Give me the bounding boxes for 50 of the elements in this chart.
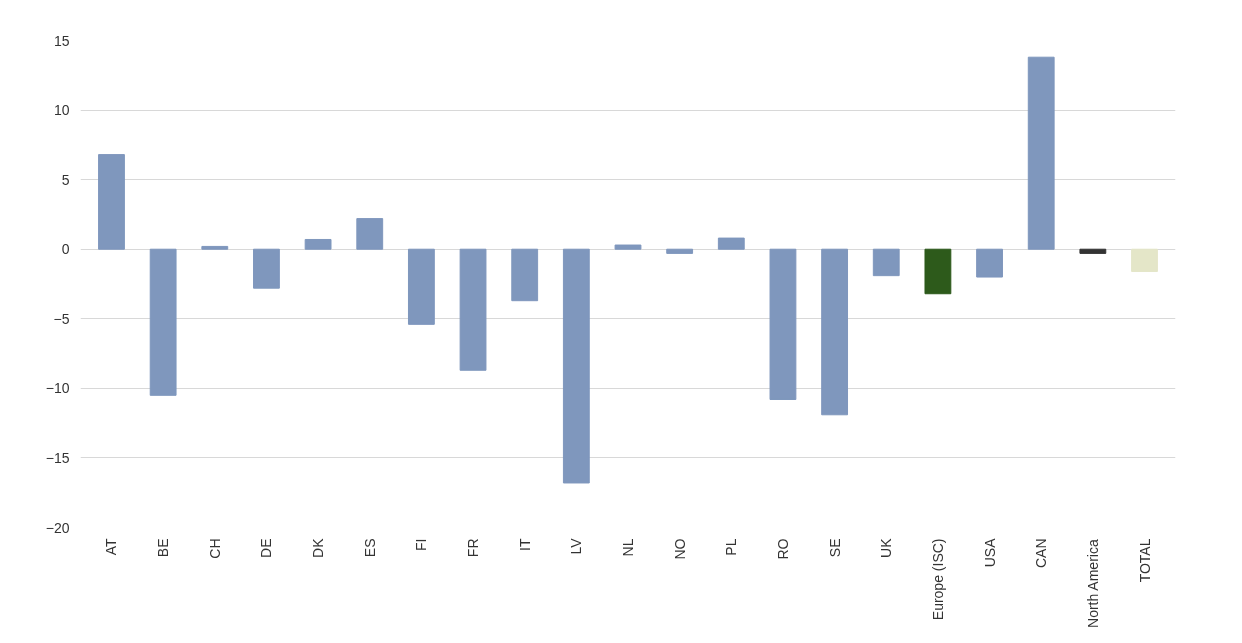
x-tick-label: PL [723, 538, 740, 556]
x-tick-label: NO [671, 538, 688, 560]
bar [304, 238, 332, 250]
x-tick-label: CH [206, 538, 223, 559]
y-tick-label: 10 [53, 102, 70, 119]
x-tick-label: DE [258, 538, 275, 558]
bar [769, 248, 797, 400]
x-tick-label: DK [310, 537, 327, 558]
bar [1079, 248, 1107, 254]
y-tick-label: −15 [45, 449, 70, 466]
x-tick-label: AT [103, 538, 120, 556]
x-tick-label: USA [981, 537, 998, 568]
x-tick-label: UK [878, 537, 895, 558]
x-tick-label: SE [826, 538, 843, 558]
bar [1131, 248, 1158, 272]
x-tick-label: BE [155, 538, 172, 558]
bar [98, 154, 125, 250]
bar [717, 237, 745, 250]
bar [407, 248, 435, 325]
x-tick-label: North America [1084, 539, 1101, 628]
bar [511, 248, 539, 302]
y-tick-label: −5 [53, 310, 70, 327]
x-tick-label: FR [465, 538, 482, 558]
bar [1027, 56, 1055, 250]
bar [821, 248, 849, 416]
bar [562, 248, 590, 484]
y-tick-label: 15 [53, 32, 70, 49]
x-tick-label: FI [413, 538, 430, 551]
y-tick-label: −10 [45, 380, 70, 397]
x-tick-label: CAN [1033, 538, 1050, 569]
y-tick-label: 5 [61, 171, 70, 188]
x-tick-label: RO [774, 538, 791, 560]
bar [459, 248, 487, 371]
bar [201, 245, 229, 250]
bar [666, 248, 694, 254]
bar [356, 218, 384, 250]
bar [924, 248, 952, 295]
x-tick-label: ES [361, 538, 378, 558]
x-tick-label: Europe (ISC) [929, 538, 946, 621]
x-tick-label: IT [516, 538, 533, 551]
bar [253, 248, 280, 289]
y-tick-label: 0 [61, 241, 70, 258]
x-tick-label: NL [620, 538, 636, 557]
bar [976, 248, 1003, 278]
bar [614, 244, 642, 250]
bar [149, 248, 177, 396]
x-tick-label: TOTAL [1136, 538, 1153, 583]
x-tick-label: LV [568, 537, 585, 555]
bar [872, 248, 900, 277]
y-tick-label: −20 [45, 519, 70, 536]
